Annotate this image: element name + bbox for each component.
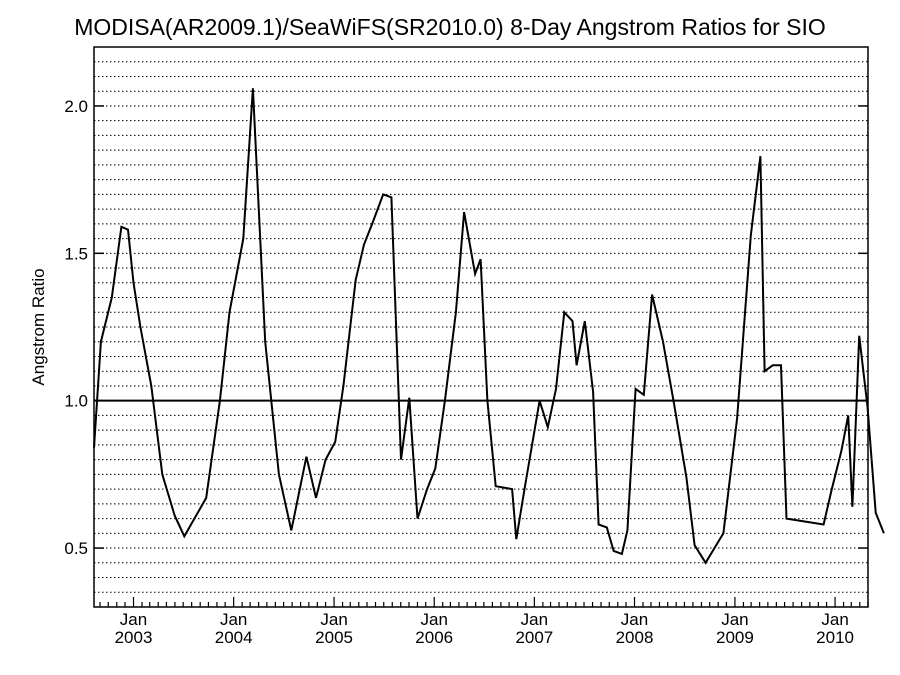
x-tick-label-year: 2008 xyxy=(616,628,654,647)
x-tick-label-month: Jan xyxy=(821,610,848,629)
x-tick-label-month: Jan xyxy=(721,610,748,629)
y-tick-label: 2.0 xyxy=(64,97,88,116)
x-tick-label-month: Jan xyxy=(621,610,648,629)
grid-lines xyxy=(94,61,868,593)
y-tick-label: 0.5 xyxy=(64,539,88,558)
x-tick-label-month: Jan xyxy=(521,610,548,629)
x-tick-label-year: 2004 xyxy=(215,628,253,647)
plot-frame xyxy=(93,46,869,608)
axis-ticks: 0.51.01.52.0Jan2003Jan2004Jan2005Jan2006… xyxy=(64,97,869,647)
x-tick-label-month: Jan xyxy=(320,610,347,629)
x-tick-label-month: Jan xyxy=(120,610,147,629)
x-tick-label-year: 2007 xyxy=(515,628,553,647)
y-tick-label: 1.5 xyxy=(64,244,88,263)
x-tick-label-year: 2006 xyxy=(415,628,453,647)
y-axis-label: Angstrom Ratio xyxy=(29,268,48,385)
x-tick-label-year: 2005 xyxy=(315,628,353,647)
x-tick-label-year: 2003 xyxy=(115,628,153,647)
x-tick-label-month: Jan xyxy=(220,610,247,629)
x-tick-label-month: Jan xyxy=(421,610,448,629)
x-tick-label-year: 2009 xyxy=(716,628,754,647)
y-tick-label: 1.0 xyxy=(64,392,88,411)
series-line xyxy=(93,88,885,565)
x-tick-label-year: 2010 xyxy=(816,628,854,647)
y-axis-label-group: Angstrom Ratio xyxy=(29,268,48,385)
chart-title: MODISA(AR2009.1)/SeaWiFS(SR2010.0) 8-Day… xyxy=(74,14,826,40)
